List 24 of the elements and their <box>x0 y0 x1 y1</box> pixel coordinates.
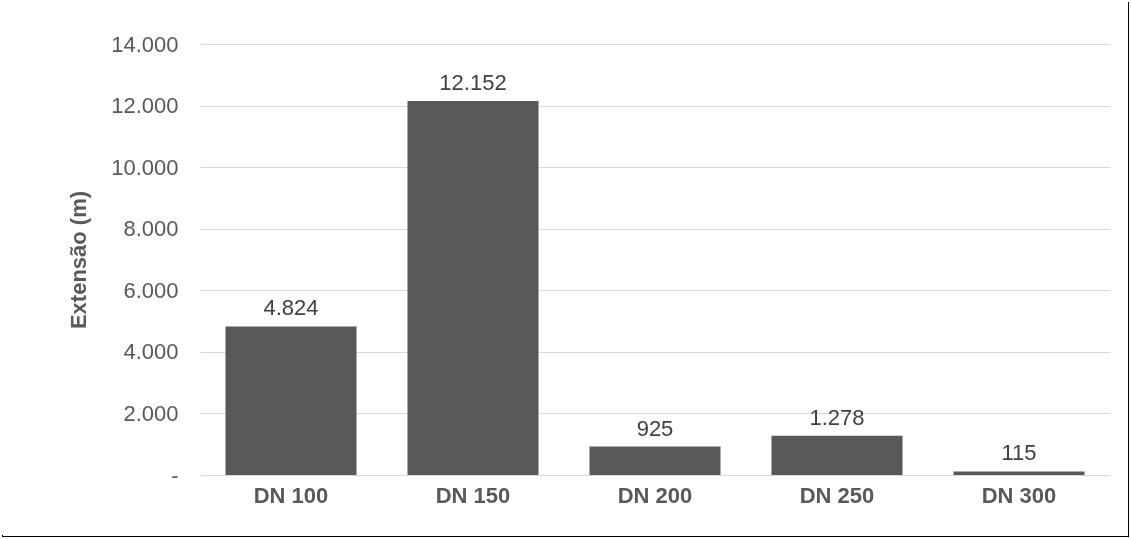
x-tick-label: DN 150 <box>435 482 511 508</box>
bar <box>771 435 903 475</box>
y-tick-label: 2.000 <box>123 400 179 426</box>
x-tick-label: DN 250 <box>799 482 875 508</box>
y-tick-label: 14.000 <box>111 31 179 57</box>
data-label: 115 <box>1001 440 1037 466</box>
data-label: 1.278 <box>809 404 865 430</box>
y-tick-label: 8.000 <box>123 216 179 242</box>
y-tick-label: 4.000 <box>123 339 179 365</box>
data-label: 12.152 <box>439 69 507 95</box>
x-tick-label: DN 200 <box>617 482 693 508</box>
x-tick-label: DN 300 <box>981 482 1057 508</box>
bar <box>225 326 357 475</box>
bar <box>589 446 721 475</box>
bar <box>953 471 1085 475</box>
data-label: 4.824 <box>263 295 319 321</box>
y-tick-label: 6.000 <box>123 277 179 303</box>
y-axis-title: Extensão (m) <box>66 190 92 330</box>
data-label: 925 <box>636 415 674 441</box>
y-tick-label: 10.000 <box>111 154 179 180</box>
y-tick-label: 12.000 <box>111 93 179 119</box>
y-tick-label: - <box>171 462 179 488</box>
x-tick-label: DN 100 <box>253 482 329 508</box>
bar <box>407 100 539 475</box>
